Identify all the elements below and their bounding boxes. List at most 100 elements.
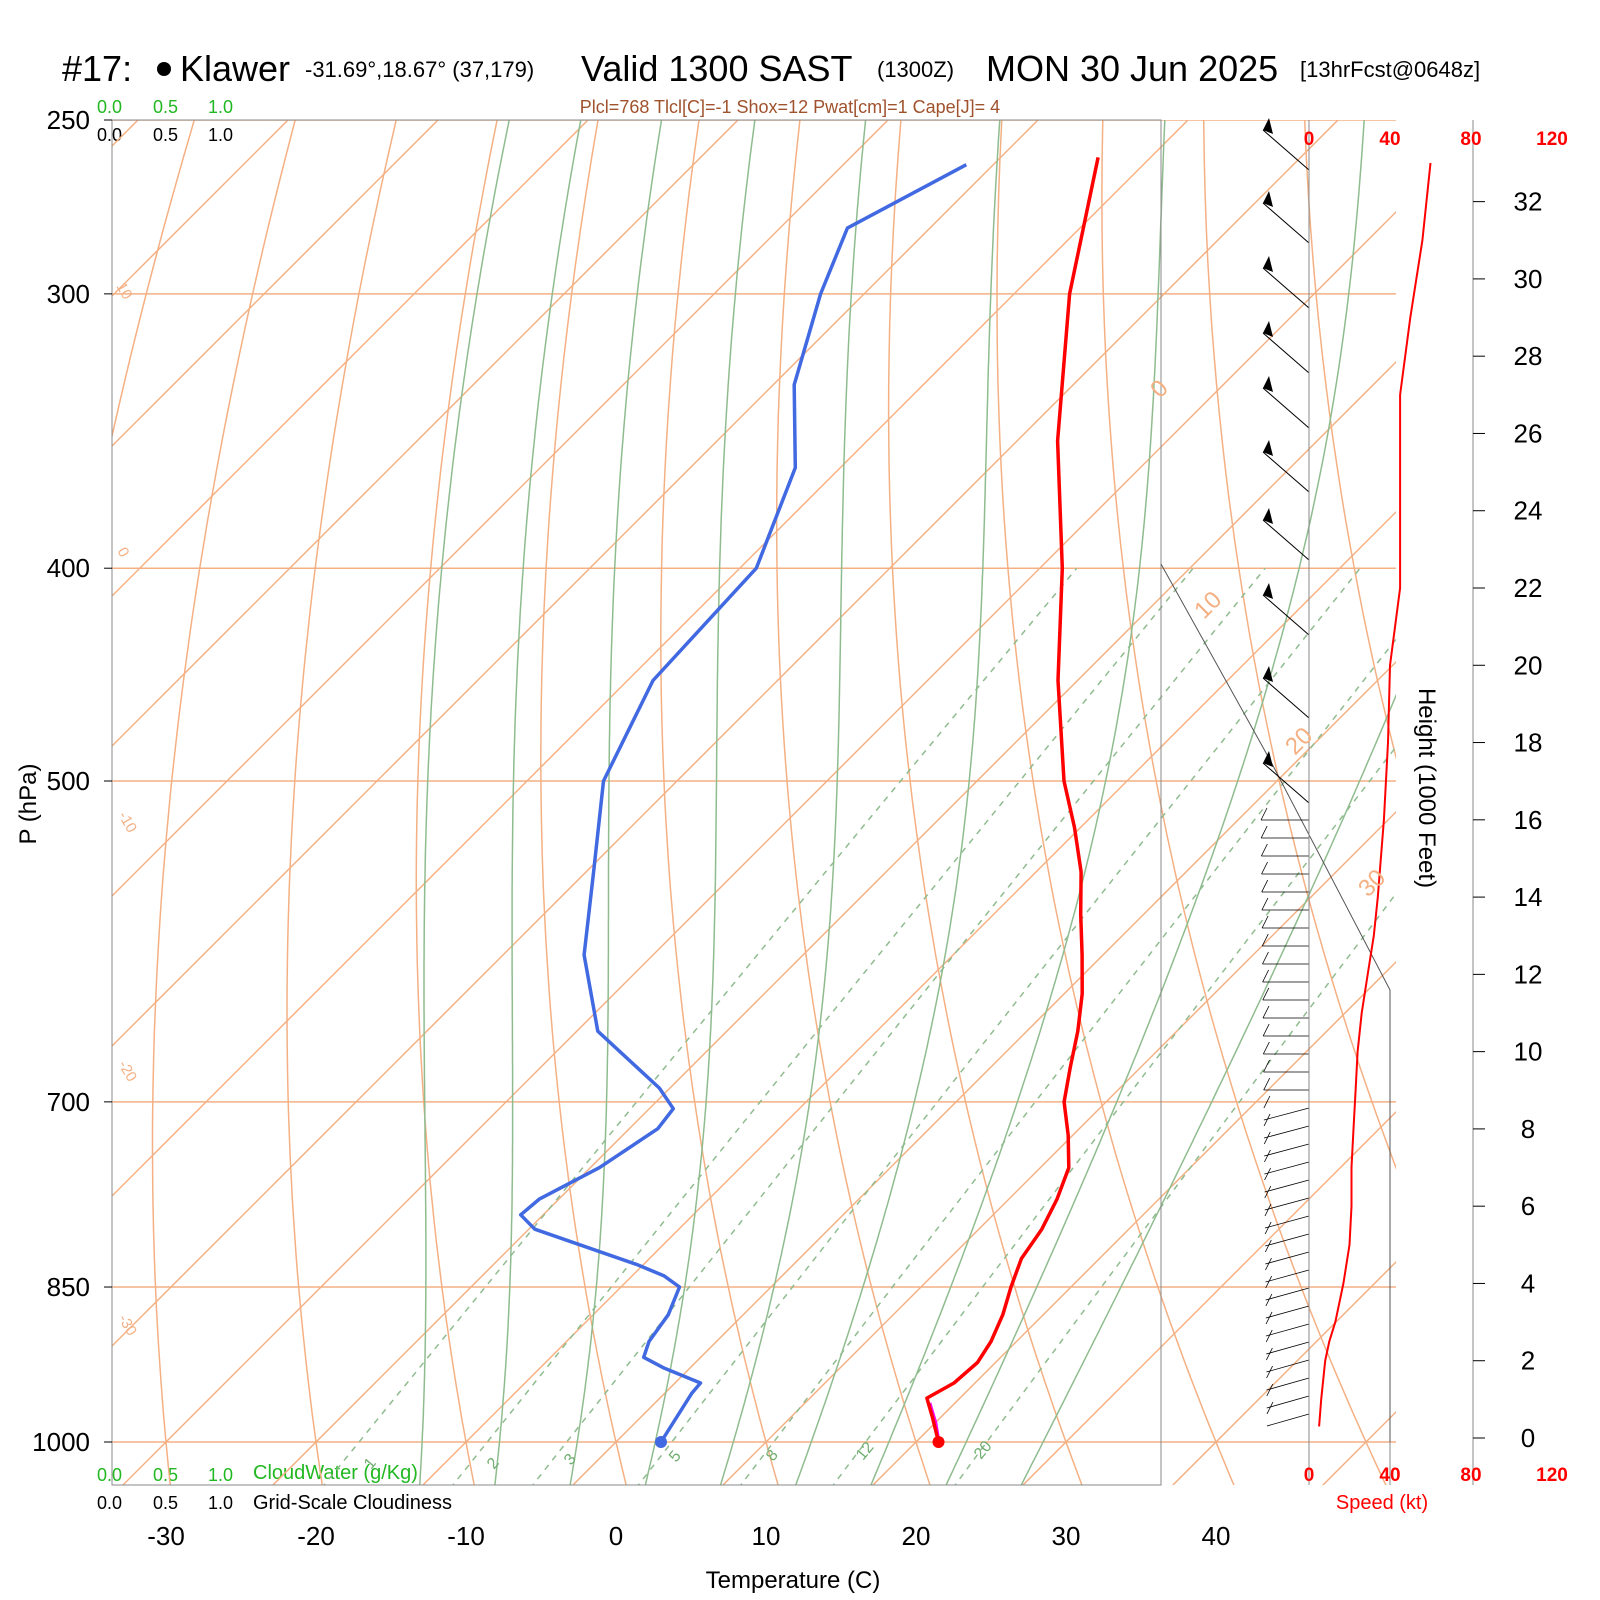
isotherm-line bbox=[112, 120, 1189, 1198]
height-tick-label: 32 bbox=[1514, 187, 1543, 217]
cloudiness-scale-1-bottom: 0.5 bbox=[153, 1493, 178, 1513]
dry-adiabat-line bbox=[1101, 120, 1387, 1485]
isotherm-line bbox=[421, 510, 1396, 1485]
dry-adiabat-line bbox=[1303, 120, 1396, 761]
pressure-tick-label: 850 bbox=[47, 1272, 90, 1302]
temperature-tick-label: 0 bbox=[609, 1521, 623, 1551]
height-tick-label: 14 bbox=[1514, 882, 1543, 912]
wind-barb-feather bbox=[1265, 1293, 1273, 1307]
station-dot-icon bbox=[157, 62, 171, 76]
wind-barb-feather bbox=[1261, 915, 1269, 929]
wind-barb-flag bbox=[1263, 751, 1273, 767]
wind-barb-shaft bbox=[1265, 1323, 1310, 1337]
wind-barb-shaft bbox=[1264, 1197, 1310, 1211]
wind-barb-shaft bbox=[1265, 1269, 1310, 1283]
wind-barb-shaft bbox=[1262, 267, 1310, 309]
surface-temperature-marker bbox=[932, 1436, 945, 1448]
wind-barb-feather bbox=[1260, 807, 1268, 821]
wind-barb-feather bbox=[1265, 1275, 1273, 1289]
wind-barb-feather bbox=[1264, 1149, 1271, 1163]
wind-barb-feather bbox=[1265, 1257, 1272, 1271]
cloud-water-scale-0: 0.0 bbox=[97, 97, 122, 117]
wind-barb-shaft bbox=[1264, 1161, 1310, 1175]
wind-barb-flag bbox=[1263, 321, 1273, 337]
isotherm-label: 30 bbox=[1353, 864, 1391, 902]
moist-adiabat-line bbox=[494, 120, 582, 1485]
isotherm-line bbox=[871, 960, 1396, 1485]
wind-barb-feather bbox=[1266, 1401, 1274, 1415]
height-axis-label: Height (1000 Feet) bbox=[1413, 688, 1440, 888]
wind-barb-shaft bbox=[1264, 1179, 1310, 1193]
mixing-ratio-line bbox=[832, 745, 1396, 1485]
wind-barb-shaft bbox=[1262, 332, 1310, 374]
wind-barb-flag bbox=[1263, 376, 1273, 392]
wind-barb-shaft bbox=[1265, 1233, 1310, 1247]
dry-adiabat-line bbox=[775, 120, 931, 1485]
wind-barb-feather bbox=[1261, 843, 1268, 857]
isotherm-line bbox=[121, 210, 1396, 1485]
dry-adiabat-line bbox=[996, 120, 1235, 1485]
isotherm-label: 10 bbox=[1189, 586, 1227, 624]
isotherm-line bbox=[112, 120, 1339, 1348]
dry-adiabat-line bbox=[415, 120, 498, 1485]
plot-border bbox=[111, 119, 1162, 1486]
cloud-water-scale-2-bottom: 1.0 bbox=[208, 1465, 233, 1485]
dewpoint-line bbox=[518, 163, 968, 1443]
height-tick-label: 26 bbox=[1514, 418, 1543, 448]
isotherm-line bbox=[112, 120, 739, 748]
wind-barb-feather bbox=[1262, 1041, 1270, 1055]
theta-label: -20 bbox=[115, 1058, 141, 1085]
speed-tick-label-bottom: 0 bbox=[1304, 1465, 1315, 1486]
pressure-tick-label: 250 bbox=[47, 105, 90, 135]
cloud-water-label: CloudWater (g/Kg) bbox=[253, 1462, 418, 1484]
cloudiness-scale-2: 1.0 bbox=[208, 125, 233, 145]
mixing-ratio-line bbox=[637, 567, 1361, 1485]
wind-barb-shaft bbox=[1262, 451, 1310, 493]
isotherm-line bbox=[721, 810, 1396, 1485]
wind-barb-feather bbox=[1265, 1311, 1273, 1325]
wind-barb-flag bbox=[1263, 583, 1273, 599]
dry-adiabat-line bbox=[286, 120, 397, 1485]
wind-barb-shaft bbox=[1263, 1107, 1310, 1121]
theta-label: 10 bbox=[113, 280, 136, 303]
temperature-tick-label: 20 bbox=[902, 1521, 931, 1551]
mixing-ratio-label: 8 bbox=[763, 1447, 782, 1465]
height-tick-label: 10 bbox=[1514, 1037, 1543, 1067]
wind-barb-shaft bbox=[1266, 1395, 1310, 1409]
moist-adiabat-line bbox=[418, 120, 510, 1485]
profiles bbox=[518, 157, 1100, 1448]
wind-barb-shaft bbox=[1266, 1341, 1310, 1355]
wind-barb-feather bbox=[1262, 1023, 1270, 1037]
wind-barb-shaft bbox=[1265, 1287, 1310, 1301]
wind-barb-feather bbox=[1263, 1077, 1271, 1091]
moist-adiabat-line bbox=[719, 120, 867, 1485]
wind-barb-shaft bbox=[1264, 1143, 1310, 1157]
speed-line bbox=[1318, 162, 1432, 1427]
wind-barb-shaft bbox=[1262, 129, 1310, 171]
height-tick-label: 2 bbox=[1521, 1346, 1535, 1376]
moist-adiabat-line bbox=[644, 120, 756, 1485]
pressure-tick-label: 300 bbox=[47, 279, 90, 309]
wind-barb-feather bbox=[1263, 1059, 1270, 1073]
wind-barb-feather bbox=[1266, 1347, 1273, 1361]
valid-date: MON 30 Jun 2025 bbox=[986, 48, 1278, 89]
dry-adiabat-line bbox=[1202, 120, 1396, 1170]
isotherm-line bbox=[571, 660, 1396, 1485]
wind-barb-feather bbox=[1261, 897, 1269, 911]
isotherm-label: 0 bbox=[1145, 375, 1174, 404]
cloudiness-scale-2-bottom: 1.0 bbox=[208, 1493, 233, 1513]
temperature-tick-label: 30 bbox=[1052, 1521, 1081, 1551]
wind-barb-shaft bbox=[1264, 1215, 1310, 1229]
wind-barb-shaft bbox=[1262, 202, 1310, 244]
temperature-tick-label: 40 bbox=[1202, 1521, 1231, 1551]
wind-barb-flag bbox=[1263, 118, 1273, 134]
thermo-background bbox=[112, 120, 1396, 1485]
mixing-ratio-label: 2 bbox=[484, 1455, 503, 1473]
isotherm-line bbox=[112, 120, 589, 598]
temperature-line bbox=[925, 157, 1100, 1443]
wind-barbs bbox=[1260, 118, 1310, 1427]
height-tick-label: 4 bbox=[1521, 1268, 1535, 1298]
speed-tick-label-bottom: 40 bbox=[1379, 1465, 1400, 1486]
theta-label: -30 bbox=[115, 1312, 141, 1339]
pressure-tick-label: 400 bbox=[47, 553, 90, 583]
